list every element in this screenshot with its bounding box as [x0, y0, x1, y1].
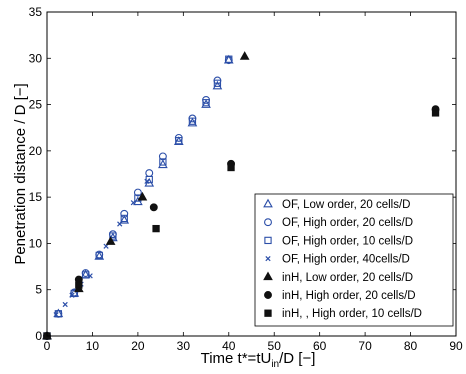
- y-tick-label: 5: [35, 283, 42, 297]
- data-point: [152, 224, 160, 233]
- legend: OF, Low order, 20 cells/D OF, High order,…: [254, 193, 454, 327]
- data-point: [158, 159, 168, 169]
- y-tick-label: 10: [29, 236, 43, 250]
- x-axis-label: Time t*=tUin/D [−]: [201, 350, 316, 370]
- axis-ticks: 0 10 20 30 40 50 60 70 80 90 0 5 10 15 20 25 30 35: [29, 5, 463, 353]
- data-point: [149, 203, 158, 212]
- y-tick-label: 15: [29, 190, 43, 204]
- legend-marker: [264, 218, 272, 227]
- data-point: [69, 292, 75, 298]
- y-axis-label: Penetration distance / D [−]: [12, 83, 29, 264]
- legend-entry-label: OF, High order, 10 cells/D: [282, 235, 413, 247]
- x-tick-label: 70: [358, 339, 372, 353]
- y-tick-label: 25: [29, 98, 43, 112]
- data-point: [212, 80, 223, 90]
- x-tick-label: 90: [449, 339, 463, 353]
- x-tick-label: 60: [313, 339, 327, 353]
- data-point: [133, 188, 142, 197]
- legend-marker: [263, 271, 273, 281]
- data-point: [137, 191, 148, 201]
- legend-entry-label: inH, Low order, 20 cells/D: [282, 272, 413, 284]
- legend-entry-label: OF, High order, 40cells/D: [282, 254, 410, 266]
- x-axis-label-main: Time t*=tU: [201, 350, 272, 367]
- x-tick-label: 20: [131, 339, 145, 353]
- data-point: [87, 273, 93, 279]
- legend-entry-label: inH, High order, 20 cells/D: [282, 290, 416, 302]
- legend-marker: [265, 255, 271, 262]
- data-point: [239, 51, 250, 60]
- data-point: [119, 214, 130, 224]
- data-point: [145, 175, 153, 184]
- data-point: [202, 99, 210, 107]
- data-point: [187, 117, 198, 127]
- data-point: [223, 54, 234, 64]
- y-tick-label: 30: [29, 51, 43, 65]
- legend-entry-label: inH, , High order, 10 cells/D: [282, 308, 422, 320]
- data-point: [70, 289, 78, 298]
- data-point: [213, 79, 222, 87]
- data-point: [158, 152, 167, 161]
- y-tick-label: 35: [29, 5, 43, 19]
- data-point: [227, 163, 235, 172]
- data-point: [94, 251, 105, 260]
- data-point: [75, 281, 83, 289]
- data-point: [120, 209, 129, 218]
- x-tick-label: 40: [222, 339, 236, 353]
- series-3: [53, 178, 150, 318]
- legend-entry-label: OF, High order, 20 cells/D: [282, 217, 413, 229]
- legend-marker: [263, 198, 273, 208]
- data-point: [144, 178, 150, 185]
- legend-marker: [264, 309, 272, 317]
- x-axis-label-subscript: in: [271, 359, 279, 370]
- data-point: [109, 232, 117, 240]
- x-tick-label: 50: [268, 339, 282, 353]
- data-point: [105, 236, 116, 245]
- data-point: [95, 251, 103, 260]
- x-tick-label: 30: [177, 339, 191, 353]
- data-point: [53, 312, 59, 318]
- data-point: [62, 301, 68, 308]
- data-point: [188, 117, 197, 125]
- legend-box: [254, 193, 454, 327]
- y-tick-label: 20: [29, 144, 43, 158]
- legend-entry-label: OF, Low order, 20 cells/D: [282, 199, 410, 211]
- data-point: [130, 200, 136, 206]
- data-point: [159, 158, 167, 166]
- x-tick-label: 0: [44, 339, 51, 353]
- data-point: [201, 99, 211, 108]
- x-tick-label: 80: [404, 339, 418, 353]
- data-point: [175, 137, 183, 145]
- legend-marker: [264, 291, 272, 299]
- plot-frame: [46, 11, 457, 337]
- legend-marker: [264, 236, 272, 245]
- data-point: [117, 221, 123, 227]
- y-tick-label: 0: [35, 329, 42, 343]
- data-point: [431, 109, 440, 117]
- data-point: [225, 55, 233, 63]
- x-tick-label: 10: [86, 339, 100, 353]
- x-axis-label-tail: /D [−]: [279, 350, 315, 367]
- data-point: [120, 214, 128, 223]
